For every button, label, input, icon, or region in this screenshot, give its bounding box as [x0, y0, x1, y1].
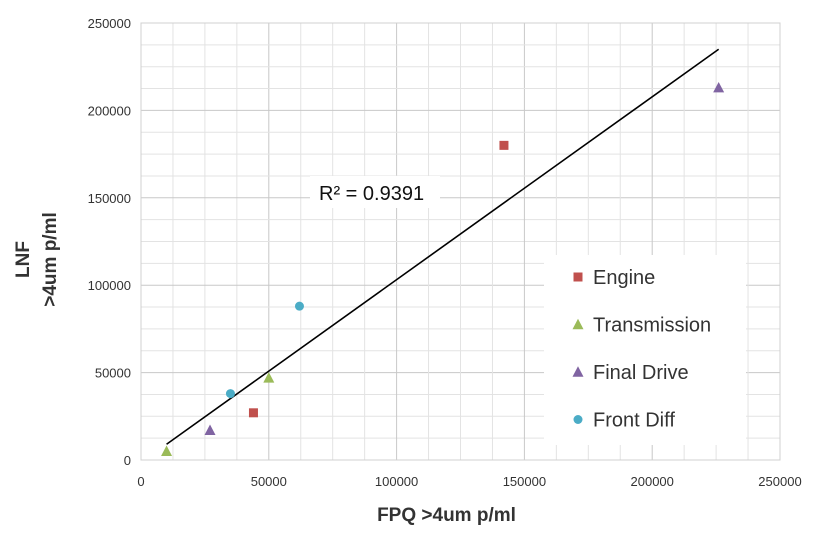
data-point-transmission [263, 372, 275, 383]
legend-marker-front-diff [573, 415, 583, 424]
legend-label: Transmission [593, 315, 711, 337]
x-tick-label: 200000 [631, 474, 674, 489]
legend-label: Front Diff [593, 410, 675, 432]
data-point-transmission [161, 445, 173, 456]
y-axis-title-line-2: >4um p/ml [40, 212, 61, 307]
y-tick-label: 150000 [88, 191, 131, 206]
y-axis-title-line-1: LNF [13, 241, 34, 278]
x-tick-label: 0 [137, 474, 144, 489]
y-tick-label: 250000 [88, 16, 131, 31]
y-tick-label: 50000 [95, 366, 131, 381]
data-points [161, 81, 725, 456]
legend-marker-transmission [572, 318, 584, 330]
legend-label: Final Drive [593, 362, 689, 384]
data-point-engine [248, 408, 258, 418]
trendline [166, 48, 720, 445]
data-point-front-diff [294, 301, 304, 311]
x-tick-label: 50000 [251, 474, 287, 489]
plot-area [140, 22, 781, 461]
x-tick-label: 250000 [758, 474, 801, 489]
y-tick-label: 100000 [88, 278, 131, 293]
y-tick-label: 0 [124, 453, 131, 468]
x-axis-title: FPQ >4um p/ml [377, 505, 516, 526]
x-axis-ticks: 0 50000 100000 150000 200000 250000 [137, 474, 801, 489]
data-point-final-drive [713, 81, 725, 93]
y-axis-ticks: 0 50000 100000 150000 200000 250000 [88, 16, 131, 468]
data-point-final-drive [204, 424, 216, 436]
data-point-engine [499, 140, 509, 150]
y-tick-label: 200000 [88, 103, 131, 118]
r-squared-label: R² = 0.9391 [319, 183, 424, 205]
legend-box [544, 255, 746, 445]
r-squared-background [310, 176, 440, 208]
legend-marker-engine [573, 272, 583, 282]
x-tick-label: 150000 [503, 474, 546, 489]
legend: Engine Transmission Final Drive Front Diff [544, 255, 746, 445]
x-tick-label: 100000 [375, 474, 418, 489]
data-point-front-diff [225, 389, 235, 399]
legend-label: Engine [593, 267, 655, 289]
legend-marker-final-drive [572, 366, 584, 377]
